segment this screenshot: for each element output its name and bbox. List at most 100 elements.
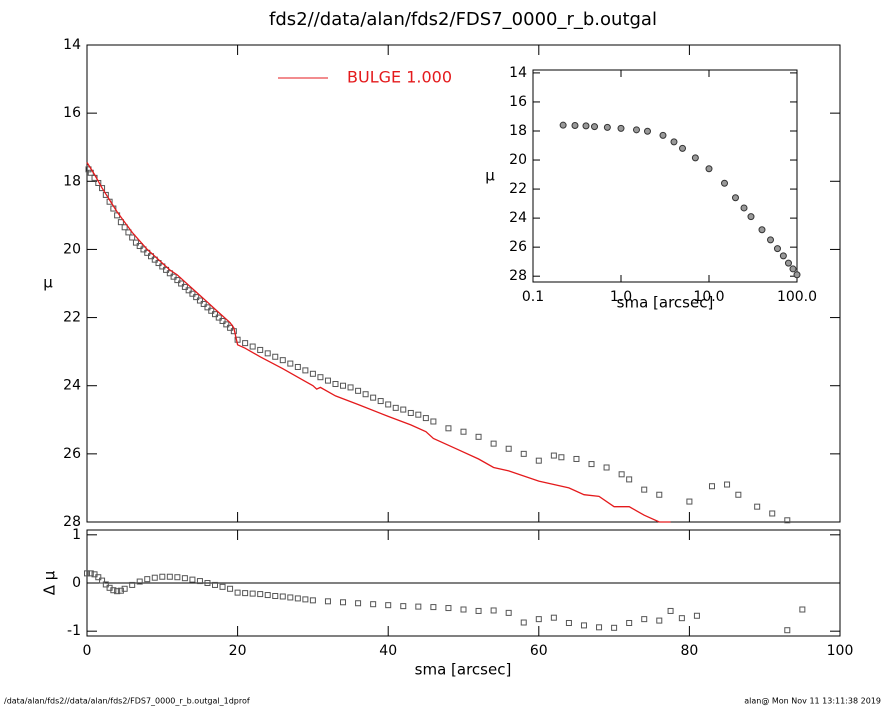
data-point <box>215 314 222 321</box>
data-point <box>708 483 715 490</box>
data-point <box>475 607 482 614</box>
data-point <box>227 585 234 592</box>
data-point <box>208 307 215 314</box>
data-point <box>720 179 728 187</box>
data-point <box>656 491 663 498</box>
data-point <box>691 154 699 162</box>
y-tick-label: 16 <box>63 105 81 121</box>
data-point <box>121 585 128 592</box>
y-tick-label: 20 <box>63 241 81 257</box>
data-point <box>535 616 542 623</box>
x-tick-label: 0.1 <box>522 289 544 305</box>
data-point <box>99 185 106 192</box>
data-point <box>347 384 354 391</box>
data-point <box>219 317 226 324</box>
data-point <box>257 346 264 353</box>
data-point <box>773 245 781 253</box>
data-point <box>302 596 309 603</box>
data-point <box>784 627 791 634</box>
data-point <box>520 450 527 457</box>
data-point <box>693 612 700 619</box>
data-point <box>580 622 587 629</box>
data-point <box>144 249 151 256</box>
data-point <box>212 311 219 318</box>
data-point <box>87 570 94 577</box>
data-point <box>505 445 512 452</box>
data-point <box>110 587 117 594</box>
data-point <box>151 574 158 581</box>
data-point <box>324 598 331 605</box>
data-point <box>460 428 467 435</box>
data-point <box>264 350 271 357</box>
data-point <box>392 404 399 411</box>
data-point <box>626 476 633 483</box>
data-point <box>758 226 766 234</box>
data-point <box>767 236 775 244</box>
data-point <box>784 259 792 267</box>
data-point <box>617 124 625 132</box>
x-tick-label: 60 <box>530 643 548 659</box>
data-point <box>370 394 377 401</box>
data-point <box>724 481 731 488</box>
data-point <box>249 343 256 350</box>
data-point <box>155 260 162 267</box>
x-tick-label: 100 <box>827 643 854 659</box>
data-point <box>178 280 185 287</box>
data-point <box>117 219 124 226</box>
data-point <box>193 294 200 301</box>
y-tick-label: 14 <box>509 65 527 81</box>
y-tick-label: 22 <box>63 310 81 326</box>
data-point <box>611 624 618 631</box>
x-tick-label: 0 <box>83 643 92 659</box>
data-point <box>129 581 136 588</box>
data-point <box>659 131 667 139</box>
data-point <box>670 138 678 146</box>
data-point <box>95 574 102 581</box>
y-tick-label: 0 <box>72 575 81 591</box>
data-point <box>249 590 256 597</box>
data-point <box>490 607 497 614</box>
y-tick-label: 26 <box>509 239 527 255</box>
y-tick-label: 22 <box>509 181 527 197</box>
data-point <box>317 374 324 381</box>
chart-title: fds2//data/alan/fds2/FDS7_0000_r_b.outga… <box>269 9 657 30</box>
data-point <box>535 457 542 464</box>
data-point <box>181 575 188 582</box>
data-point <box>132 239 139 246</box>
data-point <box>144 576 151 583</box>
data-point <box>102 191 109 198</box>
data-point <box>129 234 136 241</box>
data-point <box>148 253 155 260</box>
y-tick-label: 20 <box>509 152 527 168</box>
data-point <box>779 252 787 260</box>
data-point <box>234 589 241 596</box>
x-axis-label: sma [arcsec] <box>617 294 714 312</box>
data-point <box>272 353 279 360</box>
data-point <box>125 229 132 236</box>
x-tick-label: 1.0 <box>610 289 632 305</box>
data-point <box>407 409 414 416</box>
data-point <box>340 382 347 389</box>
data-point <box>400 603 407 610</box>
footer-left: /data/alan/fds2//data/alan/fds2/FDS7_000… <box>4 697 250 706</box>
data-point <box>400 406 407 413</box>
data-point <box>294 363 301 370</box>
data-point <box>558 454 565 461</box>
data-point <box>309 370 316 377</box>
data-point <box>227 324 234 331</box>
data-point <box>287 360 294 367</box>
data-point <box>747 213 755 221</box>
data-point <box>618 471 625 478</box>
data-point <box>370 601 377 608</box>
data-point <box>678 615 685 622</box>
data-point <box>279 593 286 600</box>
data-point <box>332 381 339 388</box>
data-point <box>656 617 663 624</box>
data-point <box>200 300 207 307</box>
data-point <box>626 619 633 626</box>
data-point <box>735 491 742 498</box>
data-point <box>415 411 422 418</box>
data-point <box>490 440 497 447</box>
data-point <box>377 398 384 405</box>
